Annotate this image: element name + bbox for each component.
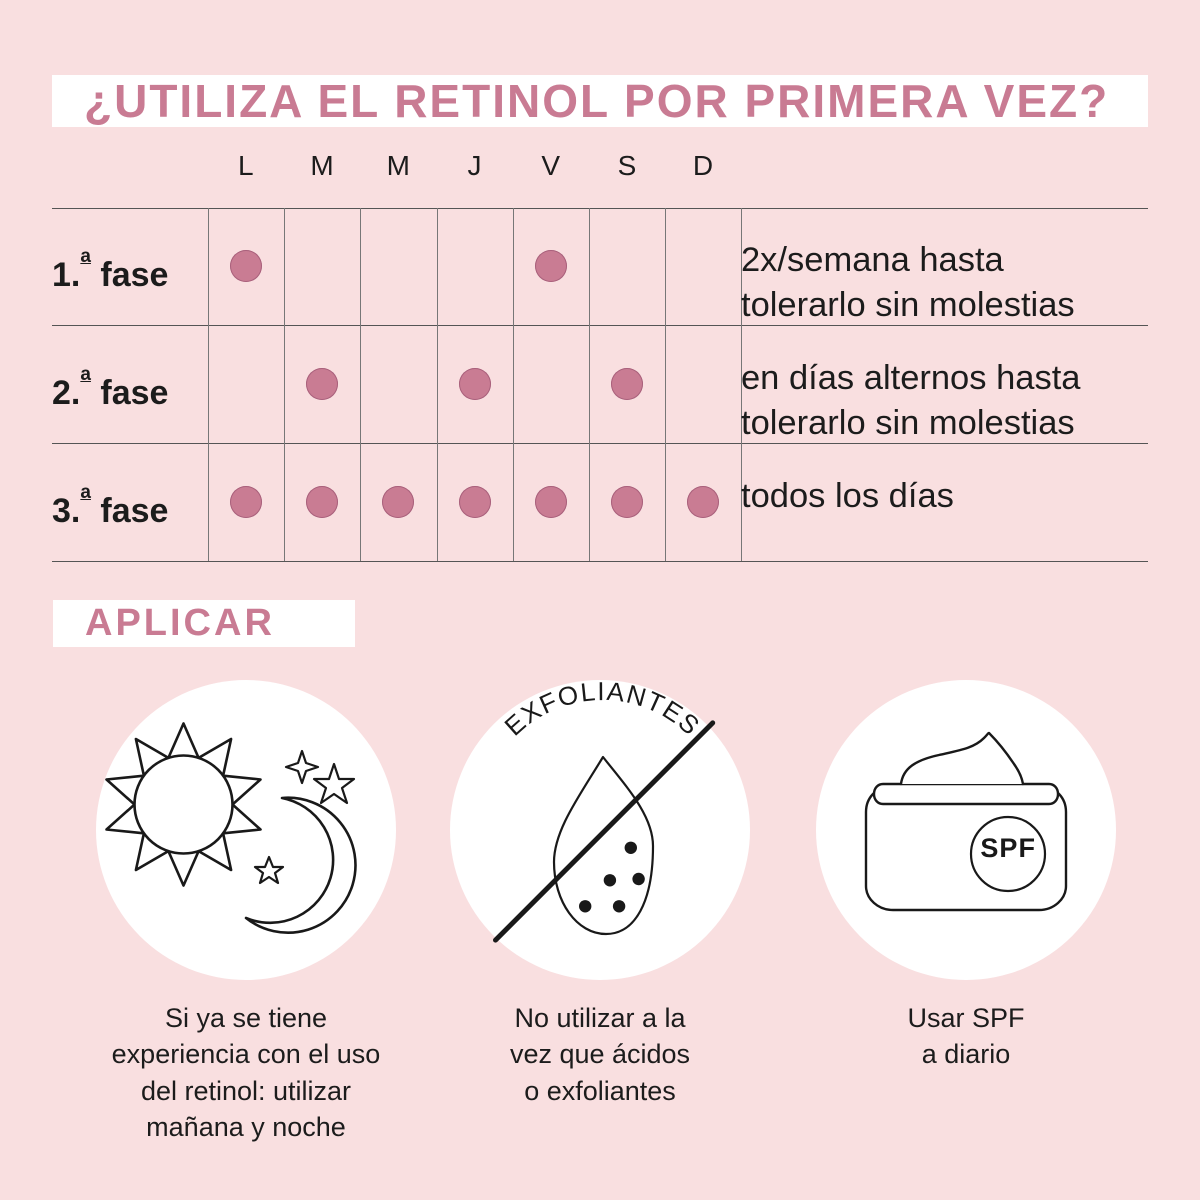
svg-text:EXFOLIANTES: EXFOLIANTES (499, 676, 707, 742)
